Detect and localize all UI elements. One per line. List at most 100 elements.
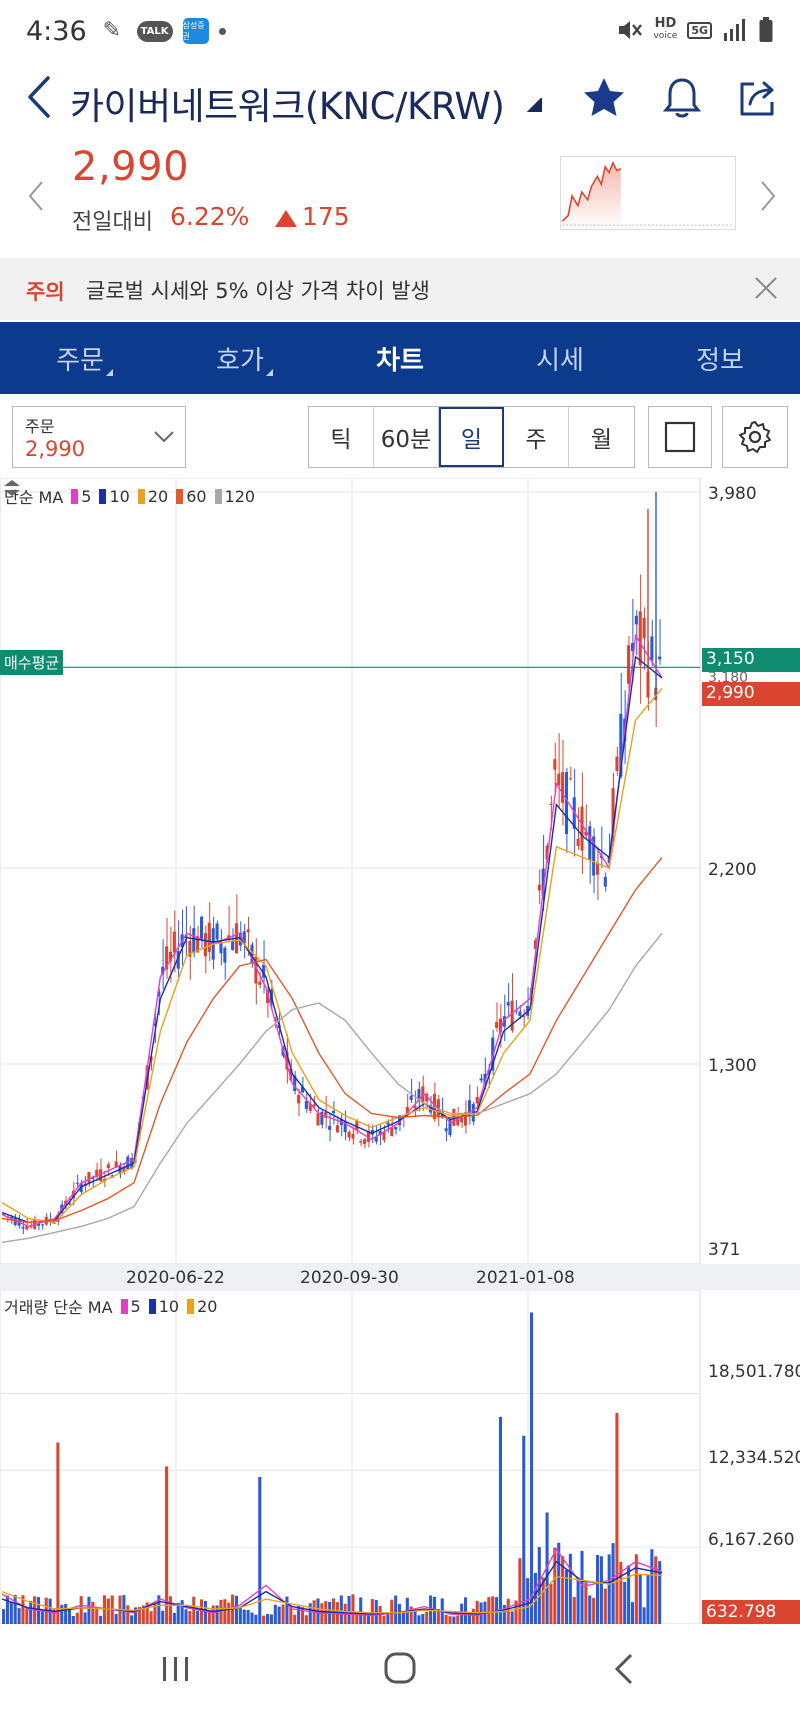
fullscreen-button[interactable] xyxy=(648,406,712,468)
period-60min-button[interactable]: 60분 xyxy=(374,407,439,467)
volume-bar xyxy=(25,1608,29,1624)
close-icon[interactable] xyxy=(752,274,780,302)
candle-body xyxy=(479,1078,483,1081)
volume-bar xyxy=(623,1581,627,1624)
candle-body xyxy=(417,1088,421,1102)
tab-orderbook[interactable]: 호가 xyxy=(160,322,320,394)
notification-bell-icon[interactable] xyxy=(658,74,706,122)
resize-handle-icon[interactable] xyxy=(0,478,24,498)
volume-bar xyxy=(289,1606,293,1624)
candle-body xyxy=(580,806,584,851)
volume-bar xyxy=(370,1599,374,1624)
previous-coin-icon[interactable] xyxy=(26,180,46,212)
candle-body xyxy=(87,1172,91,1184)
volume-bar xyxy=(572,1596,576,1624)
back-arrow-icon[interactable] xyxy=(22,74,56,120)
ma-line-5 xyxy=(1,633,663,1228)
volume-bar xyxy=(308,1603,312,1624)
candle-body xyxy=(432,1093,437,1120)
volume-bar xyxy=(557,1542,561,1624)
price-chart-area[interactable]: 단순 MA 5 10 20 60 120 3,980 3,180 2,200 1… xyxy=(0,478,800,1626)
volume-bar xyxy=(355,1611,359,1624)
signal-icon xyxy=(724,19,745,41)
average-price-tag: 매수평균 xyxy=(0,650,64,675)
share-icon[interactable] xyxy=(734,74,782,122)
candle-body xyxy=(13,1217,17,1225)
candle-body xyxy=(467,1100,471,1117)
next-coin-icon[interactable] xyxy=(758,180,778,212)
volume-bar xyxy=(227,1602,231,1624)
candle-body xyxy=(106,1164,110,1169)
notice-text: 글로벌 시세와 5% 이상 가격 차이 발생 xyxy=(86,279,430,303)
price-axis-label: 2,200 xyxy=(708,860,757,880)
volume-bar xyxy=(596,1555,600,1624)
volume-bar xyxy=(5,1595,9,1624)
volume-bar xyxy=(650,1549,654,1624)
status-bar: 4:36 ✎ TALK 삼성증권 HD voice 5G xyxy=(0,0,800,62)
legend-swatch xyxy=(148,1298,156,1314)
favorite-star-icon[interactable] xyxy=(580,74,628,122)
volume-bar xyxy=(273,1604,277,1624)
period-day-button[interactable]: 일 xyxy=(439,407,504,467)
page-title[interactable]: 카이버네트워크(KNC/KRW) xyxy=(70,85,505,128)
volume-bar xyxy=(114,1613,118,1624)
volume-bar xyxy=(510,1611,514,1624)
price-summary: 2,990 전일대비 6.22% 175 xyxy=(0,132,800,254)
candle-body xyxy=(541,868,545,897)
volume-bar xyxy=(188,1611,192,1624)
gear-icon xyxy=(739,421,771,453)
volume-panel-frame xyxy=(0,1289,701,1624)
candle-body xyxy=(495,1022,499,1028)
period-tick-button[interactable]: 틱 xyxy=(309,407,374,467)
candle-body xyxy=(114,1161,118,1167)
candle-body xyxy=(425,1093,429,1102)
mini-price-chart[interactable] xyxy=(560,156,736,230)
volume-bar xyxy=(576,1579,580,1624)
volume-bar xyxy=(564,1569,569,1624)
system-status-icons: HD voice 5G xyxy=(615,16,774,44)
period-month-button[interactable]: 월 xyxy=(590,427,613,453)
candle-body xyxy=(564,772,569,834)
candle-body xyxy=(40,1224,44,1226)
candle-body xyxy=(254,956,258,984)
volume-bar xyxy=(215,1605,219,1624)
order-type-select[interactable]: 주문 2,990 xyxy=(12,406,186,468)
candle-body xyxy=(304,1100,308,1109)
volume-bar xyxy=(537,1547,541,1624)
volume-bar xyxy=(607,1554,611,1624)
candle-body xyxy=(592,836,596,876)
system-back-icon[interactable] xyxy=(612,1652,636,1686)
recent-apps-icon[interactable] xyxy=(160,1654,192,1684)
candle-body xyxy=(71,1190,75,1199)
chart-settings-button[interactable] xyxy=(722,406,788,468)
candle-body xyxy=(366,1130,371,1142)
volume-bar xyxy=(137,1606,141,1624)
candlestick-chart[interactable] xyxy=(0,478,800,1624)
period-week-button[interactable]: 주 xyxy=(504,407,569,467)
tab-order[interactable]: 주문 xyxy=(0,322,160,394)
candle-body xyxy=(95,1169,99,1178)
volume-bar xyxy=(413,1610,417,1624)
candle-body xyxy=(52,1222,56,1224)
volume-bar xyxy=(180,1600,184,1624)
candle-body xyxy=(576,838,580,847)
volume-bar xyxy=(262,1615,266,1624)
title-dropdown-caret-icon[interactable] xyxy=(526,98,542,112)
candle-body xyxy=(561,772,565,803)
tab-quotes[interactable]: 시세 xyxy=(536,345,584,376)
candle-body xyxy=(335,1125,339,1133)
volume-bar xyxy=(79,1596,83,1624)
volume-bar xyxy=(168,1596,173,1624)
candle-body xyxy=(285,1051,289,1070)
volume-bar xyxy=(561,1556,565,1624)
volume-bar xyxy=(130,1615,134,1624)
candle-body xyxy=(99,1169,103,1182)
tab-chart[interactable]: 차트 xyxy=(376,345,424,376)
candle-body xyxy=(203,933,207,957)
chart-divider[interactable] xyxy=(0,1264,800,1290)
tab-info[interactable]: 정보 xyxy=(696,345,744,376)
home-icon[interactable] xyxy=(382,1650,418,1686)
change-percent: 6.22% xyxy=(170,202,250,231)
legend-swatch xyxy=(99,488,107,504)
candle-body xyxy=(68,1203,72,1205)
